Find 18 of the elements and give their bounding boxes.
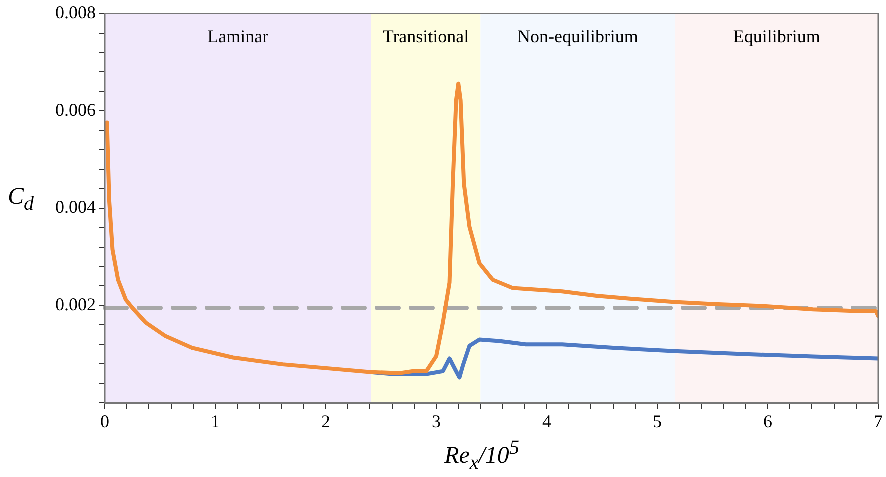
band-label: Transitional [382,26,470,47]
band-label: Laminar [208,26,269,47]
x-tick-label: 1 [211,412,220,432]
x-axis-title: Re$_{x}$/10$^{5}$ [444,437,520,474]
x-tick-label: 7 [874,412,883,432]
y-tick-label: 0.002 [56,294,96,314]
x-tick-label: 5 [653,412,662,432]
x-tick-label: 2 [322,412,330,432]
y-tick-label: 0.006 [56,100,96,120]
x-tick-label: 3 [432,412,441,432]
y-tick-label: 0.004 [56,197,96,218]
x-tick-label: 0 [100,412,110,432]
y-axis-title: C$_{d}$ [8,184,34,216]
band-label: Equilibrium [733,26,820,47]
band-label: Non-equilibrium [517,26,638,47]
x-tick-label: 4 [542,412,552,432]
y-tick-label: 0.008 [56,2,96,23]
x-tick-label: 6 [764,412,772,432]
